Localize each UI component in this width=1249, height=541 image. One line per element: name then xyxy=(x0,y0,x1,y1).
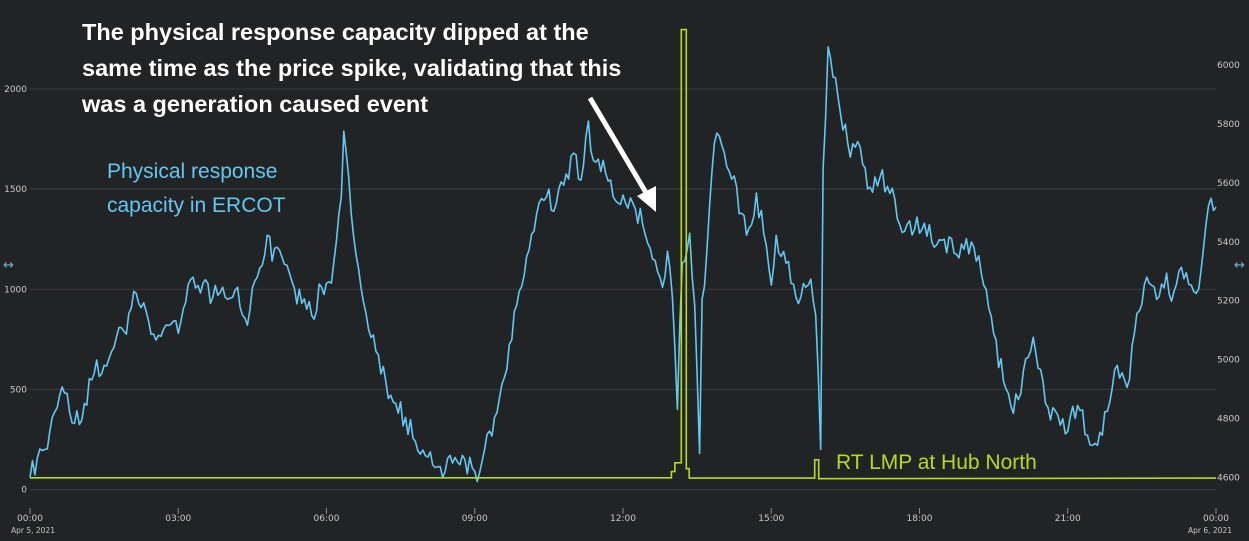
right-tick-label: 4600 xyxy=(1217,474,1240,484)
right-tick-label: 5200 xyxy=(1217,297,1240,307)
x-date-label: Apr 5, 2021 xyxy=(11,526,55,535)
x-tick-label: 03:00 xyxy=(165,514,191,524)
x-date-label: Apr 6, 2021 xyxy=(1188,526,1232,535)
x-tick-label: 06:00 xyxy=(314,514,340,524)
right-axis: 4600 4800 5000 5200 5400 5600 5800 6000 xyxy=(1217,61,1240,484)
x-axis: 00:00 Apr 5, 2021 03:00 06:00 09:00 12:00 15:0… xyxy=(11,508,1232,535)
right-tick-label: 6000 xyxy=(1217,61,1240,71)
left-tick-label: 0 xyxy=(21,486,27,496)
x-tick-label: 15:00 xyxy=(758,514,784,524)
right-tick-label: 5800 xyxy=(1217,120,1240,130)
annotation-arrow xyxy=(587,96,656,212)
x-tick-label: 00:00 xyxy=(17,514,43,524)
grid-lines xyxy=(30,88,1216,490)
annotation-text: The physical response capacity dipped at… xyxy=(82,19,622,117)
x-tick-label: 12:00 xyxy=(610,514,636,524)
x-tick-label: 18:00 xyxy=(907,514,933,524)
right-tick-label: 5400 xyxy=(1217,238,1240,248)
physical-response-capacity-line xyxy=(29,46,1217,483)
scroll-left-arrow-icon[interactable]: ↔ xyxy=(3,258,14,273)
rt-lmp-hub-north-line xyxy=(30,28,1217,480)
left-tick-label: 2000 xyxy=(4,85,27,95)
left-tick-label: 500 xyxy=(10,385,27,395)
right-tick-label: 5000 xyxy=(1217,356,1240,366)
scroll-right-arrow-icon[interactable]: ↔ xyxy=(1234,258,1245,273)
left-tick-label: 1000 xyxy=(4,285,27,295)
right-tick-label: 5600 xyxy=(1217,179,1240,189)
x-tick-label: 09:00 xyxy=(462,514,488,524)
x-tick-label: 00:00 xyxy=(1203,514,1229,524)
left-tick-label: 1500 xyxy=(4,185,27,195)
series-label-rt-lmp: RT LMP at Hub North xyxy=(836,451,1037,474)
series-label-physical-response: Physical response capacity in ERCOT xyxy=(107,160,286,217)
x-tick-label: 21:00 xyxy=(1055,514,1081,524)
right-tick-label: 4800 xyxy=(1217,415,1240,425)
left-axis: 0 500 1000 1500 2000 xyxy=(4,85,27,496)
